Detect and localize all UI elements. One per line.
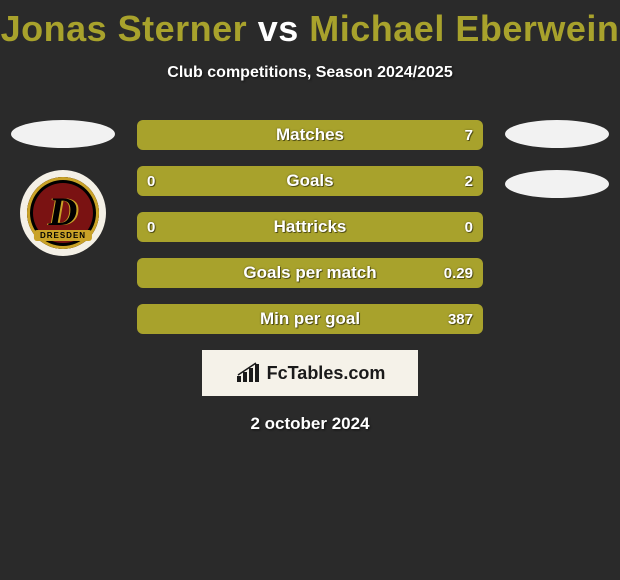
club-crest-inner: D DRESDEN [27, 177, 99, 249]
stat-label: Matches [276, 125, 344, 145]
stat-value-player1: 0 [147, 219, 155, 236]
stat-value-player2: 0.29 [444, 265, 473, 282]
player1-placeholder-ellipse [11, 120, 115, 148]
club-crest-band: DRESDEN [34, 230, 92, 241]
player2-placeholder-ellipse-1 [505, 120, 609, 148]
stat-value-player2: 2 [465, 173, 473, 190]
stat-row: Goals per match 0.29 [137, 258, 483, 288]
stat-row: 0 Goals 2 [137, 166, 483, 196]
stat-row: 0 Hattricks 0 [137, 212, 483, 242]
left-column: D DRESDEN [8, 120, 118, 256]
title-player1: Jonas Sterner [1, 8, 248, 49]
stat-value-player1: 0 [147, 173, 155, 190]
player2-placeholder-ellipse-2 [505, 170, 609, 198]
page-title: Jonas Sterner vs Michael Eberwein [0, 0, 620, 50]
snapshot-date: 2 october 2024 [0, 414, 620, 434]
stat-row: Matches 7 [137, 120, 483, 150]
club-crest-letter: D [49, 188, 78, 235]
stat-row: Min per goal 387 [137, 304, 483, 334]
stat-value-player2: 7 [465, 127, 473, 144]
branding-panel: FcTables.com [202, 350, 418, 396]
stat-value-player2: 0 [465, 219, 473, 236]
stat-label: Min per goal [260, 309, 360, 329]
player1-club-crest: D DRESDEN [20, 170, 106, 256]
title-player2: Michael Eberwein [309, 8, 619, 49]
right-column [502, 120, 612, 220]
branding-text: FcTables.com [267, 363, 386, 384]
stat-label: Goals [286, 171, 333, 191]
stat-label: Hattricks [274, 217, 347, 237]
comparison-panel: D DRESDEN Matches 7 0 Goals 2 0 Hattricks 0 Goal… [0, 120, 620, 434]
stat-label: Goals per match [243, 263, 376, 283]
stat-rows: Matches 7 0 Goals 2 0 Hattricks 0 Goals per matc… [137, 120, 483, 334]
subtitle: Club competitions, Season 2024/2025 [0, 64, 620, 82]
fctables-bars-icon [235, 362, 261, 384]
title-vs: vs [258, 8, 299, 49]
stat-value-player2: 387 [448, 311, 473, 328]
